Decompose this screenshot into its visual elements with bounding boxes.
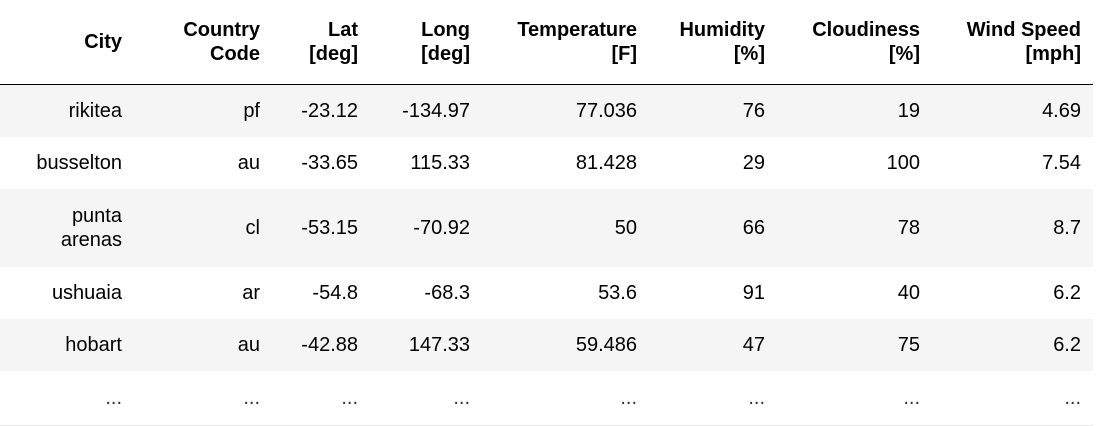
header-line: Lat [328, 19, 358, 41]
column-header-city: City [0, 0, 134, 85]
header-line: Code [210, 43, 260, 65]
cell-humidity: 66 [649, 189, 777, 267]
header-line: Humidity [679, 19, 765, 41]
cell-temperature: 50 [482, 189, 649, 267]
table-row: ushuaia ar -54.8 -68.3 53.6 91 40 6.2 [0, 267, 1093, 319]
ellipsis-cell: ... [0, 371, 134, 425]
cell-lat: -54.8 [272, 267, 370, 319]
column-header-long: Long [deg] [370, 0, 482, 85]
column-header-lat: Lat [deg] [272, 0, 370, 85]
cell-humidity: 47 [649, 319, 777, 371]
cell-wind-speed: 4.69 [932, 84, 1093, 137]
cell-temperature: 81.428 [482, 137, 649, 189]
cell-temperature: 77.036 [482, 84, 649, 137]
column-header-cloudiness: Cloudiness [%] [777, 0, 932, 85]
table-row: hobart au -42.88 147.33 59.486 47 75 6.2 [0, 319, 1093, 371]
cell-cloudiness: 19 [777, 84, 932, 137]
cell-wind-speed: 6.2 [932, 267, 1093, 319]
ellipsis-cell: ... [932, 371, 1093, 425]
header-line: City [84, 31, 122, 53]
header-line: Country [183, 19, 260, 41]
cell-lat: -23.12 [272, 84, 370, 137]
column-header-wind-speed: Wind Speed [mph] [932, 0, 1093, 85]
table-row: rikitea pf -23.12 -134.97 77.036 76 19 4… [0, 84, 1093, 137]
city-line: rikitea [68, 100, 122, 122]
ellipsis-cell: ... [649, 371, 777, 425]
header-line: [%] [888, 43, 920, 65]
cell-long: 147.33 [370, 319, 482, 371]
ellipsis-row: ... ... ... ... ... ... ... ... [0, 371, 1093, 425]
cell-lat: -53.15 [272, 189, 370, 267]
header-line: [F] [611, 43, 637, 65]
city-line: punta [71, 205, 122, 227]
header-line: [deg] [309, 43, 358, 65]
cell-city: hobart [0, 319, 134, 371]
cell-cloudiness: 100 [777, 137, 932, 189]
cell-cloudiness: 78 [777, 189, 932, 267]
city-line: ushuaia [51, 282, 122, 304]
ellipsis-cell: ... [272, 371, 370, 425]
table-header: City Country Code Lat [deg] Long [deg] T… [0, 0, 1093, 85]
header-line: Cloudiness [812, 19, 920, 41]
column-header-country-code: Country Code [134, 0, 272, 85]
city-line: arenas [60, 229, 122, 251]
ellipsis-cell: ... [134, 371, 272, 425]
cell-long: -70.92 [370, 189, 482, 267]
header-row: City Country Code Lat [deg] Long [deg] T… [0, 0, 1093, 85]
cell-cloudiness: 75 [777, 319, 932, 371]
header-line: [mph] [1025, 43, 1081, 65]
header-line: Wind Speed [966, 19, 1081, 41]
cell-humidity: 91 [649, 267, 777, 319]
cell-country-code: pf [134, 84, 272, 137]
header-line: [%] [733, 43, 765, 65]
cell-long: -68.3 [370, 267, 482, 319]
cell-long: 115.33 [370, 137, 482, 189]
cell-wind-speed: 7.54 [932, 137, 1093, 189]
table-row: busselton au -33.65 115.33 81.428 29 100… [0, 137, 1093, 189]
city-line: hobart [65, 334, 122, 356]
column-header-temperature: Temperature [F] [482, 0, 649, 85]
city-line: busselton [36, 152, 122, 174]
cell-country-code: au [134, 137, 272, 189]
cell-humidity: 29 [649, 137, 777, 189]
ellipsis-cell: ... [777, 371, 932, 425]
table-body: rikitea pf -23.12 -134.97 77.036 76 19 4… [0, 84, 1093, 425]
cell-wind-speed: 6.2 [932, 319, 1093, 371]
cell-city: rikitea [0, 84, 134, 137]
ellipsis-cell: ... [370, 371, 482, 425]
cell-temperature: 59.486 [482, 319, 649, 371]
header-line: Long [421, 19, 470, 41]
cell-humidity: 76 [649, 84, 777, 137]
cell-long: -134.97 [370, 84, 482, 137]
column-header-humidity: Humidity [%] [649, 0, 777, 85]
cell-country-code: ar [134, 267, 272, 319]
table-row: punta arenas cl -53.15 -70.92 50 66 78 8… [0, 189, 1093, 267]
cell-lat: -33.65 [272, 137, 370, 189]
cell-temperature: 53.6 [482, 267, 649, 319]
cell-city: ushuaia [0, 267, 134, 319]
header-line: [deg] [421, 43, 470, 65]
cell-city: busselton [0, 137, 134, 189]
ellipsis-cell: ... [482, 371, 649, 425]
cell-city: punta arenas [0, 189, 134, 267]
cell-lat: -42.88 [272, 319, 370, 371]
cell-country-code: au [134, 319, 272, 371]
cell-cloudiness: 40 [777, 267, 932, 319]
cell-wind-speed: 8.7 [932, 189, 1093, 267]
header-line: Temperature [517, 19, 637, 41]
cell-country-code: cl [134, 189, 272, 267]
